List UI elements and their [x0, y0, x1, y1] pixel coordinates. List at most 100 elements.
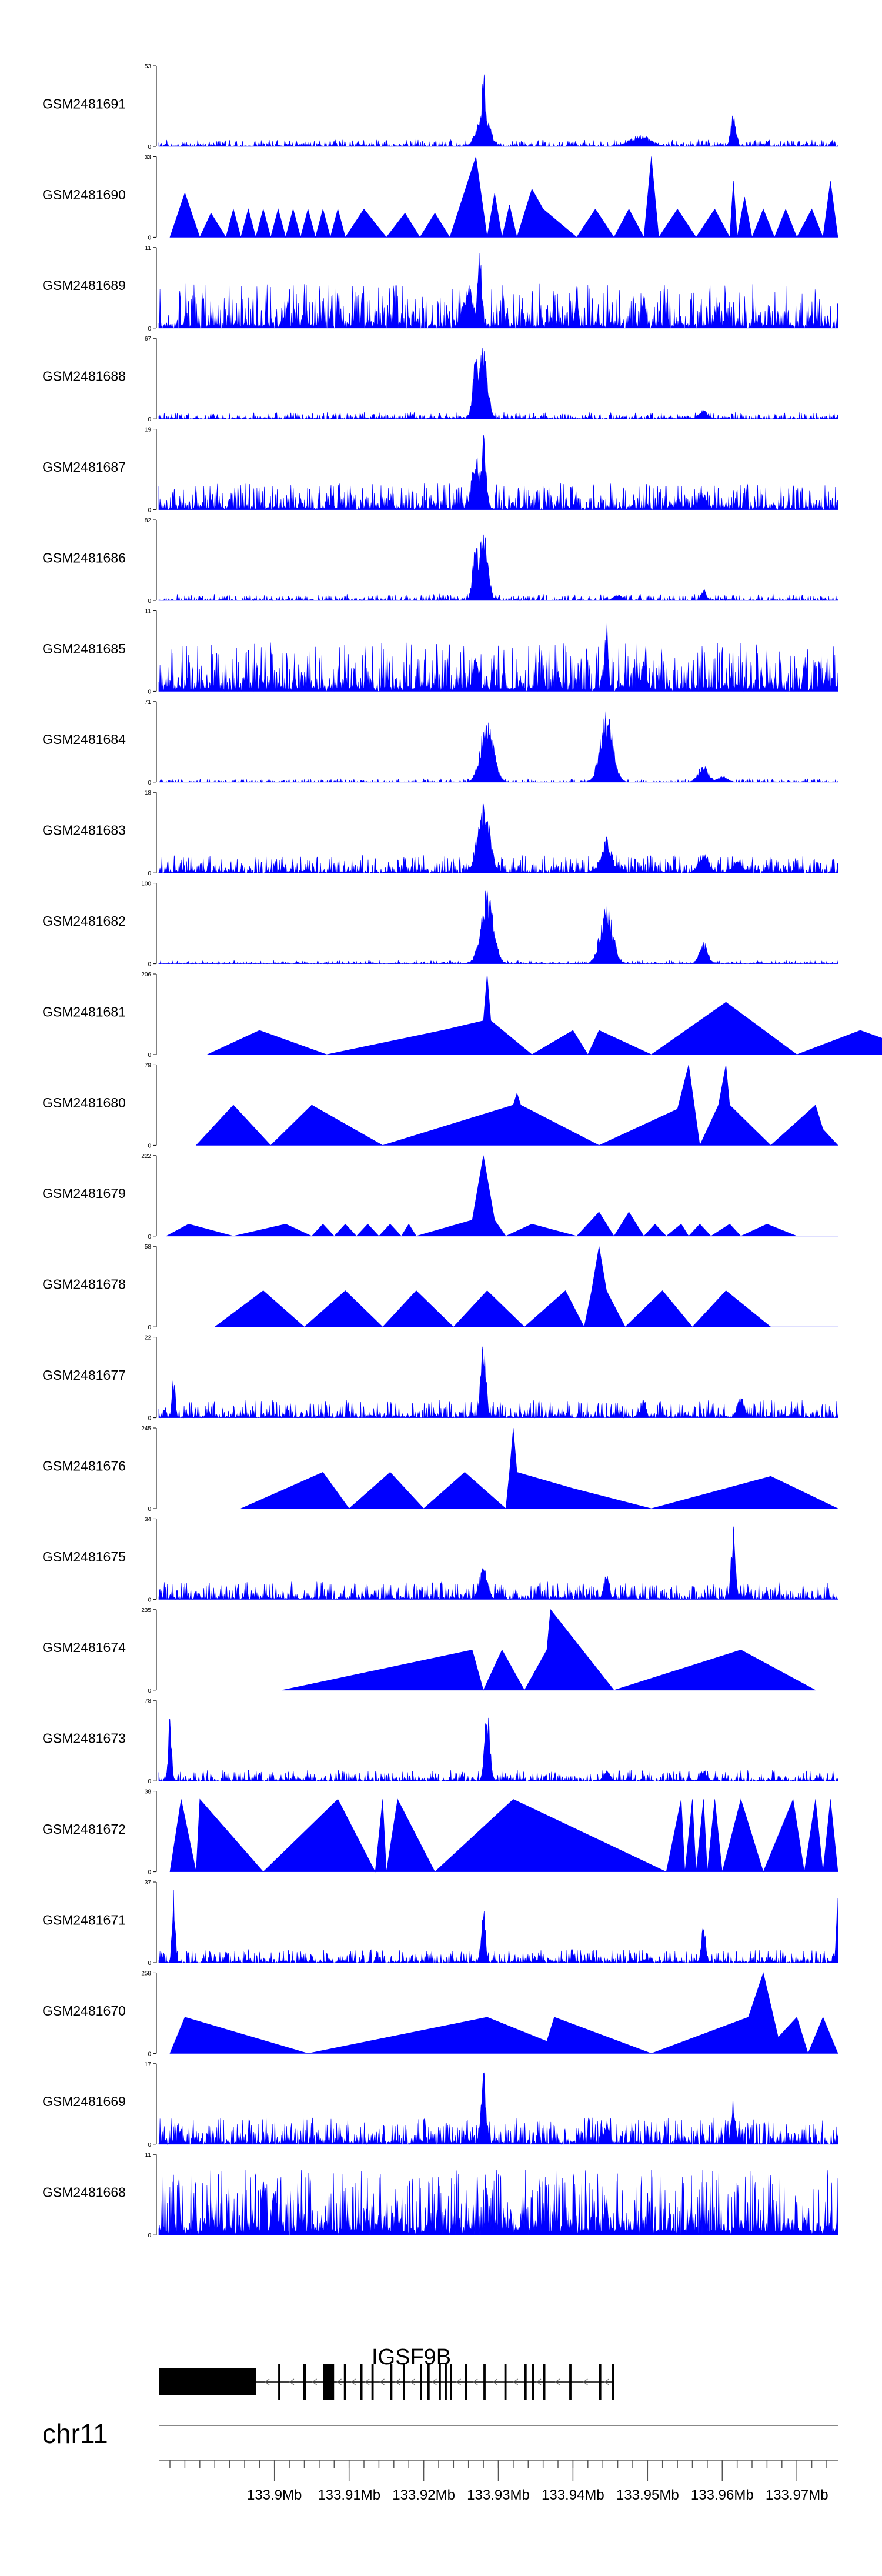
coverage-area — [158, 348, 838, 420]
y-min-label: 0 — [148, 2233, 151, 2239]
gene-exon — [360, 2364, 363, 2400]
y-max-label: 11 — [145, 245, 152, 252]
coverage-area — [158, 889, 838, 965]
coverage-area — [158, 1717, 838, 1782]
track-y-axis: 37 0 — [145, 1880, 157, 1967]
strand-arrow — [473, 2378, 478, 2385]
track-label: GSM2481668 — [42, 2185, 126, 2200]
track-label: GSM2481685 — [42, 641, 126, 656]
strand-arrow — [513, 2378, 519, 2385]
y-min-label: 0 — [148, 1778, 151, 1785]
track-y-axis: 19 0 — [145, 427, 157, 514]
y-min-label: 0 — [148, 1143, 151, 1149]
track-y-axis: 78 0 — [145, 1698, 157, 1785]
y-max-label: 67 — [145, 336, 152, 342]
track-label: GSM2481683 — [42, 823, 126, 838]
gene-exon — [543, 2364, 546, 2400]
y-max-label: 22 — [145, 1335, 152, 1342]
axis-tick-label: 133.91Mb — [318, 2487, 380, 2503]
track-GSM2481677: GSM2481677 22 0 — [42, 1335, 838, 1422]
track-label: GSM2481669 — [42, 2094, 126, 2109]
track-y-axis: 18 0 — [145, 790, 157, 877]
y-max-label: 11 — [145, 608, 152, 615]
track-label: GSM2481686 — [42, 550, 126, 565]
gene-exon — [450, 2364, 452, 2400]
y-min-label: 0 — [148, 1052, 151, 1059]
y-min-label: 0 — [148, 235, 151, 241]
track-y-axis: 79 0 — [145, 1062, 157, 1149]
track-y-axis: 245 0 — [141, 1426, 157, 1513]
strand-arrow — [492, 2378, 498, 2385]
axis-tick-label: 133.97Mb — [766, 2487, 828, 2503]
gene-exon — [278, 2364, 280, 2400]
track-y-axis: 17 0 — [145, 2061, 157, 2148]
coverage-area — [158, 623, 838, 692]
y-min-label: 0 — [148, 689, 151, 695]
y-min-label: 0 — [148, 144, 151, 151]
strand-arrow — [395, 2378, 400, 2385]
track-GSM2481691: GSM2481691 53 0 — [42, 64, 838, 151]
chromosome-label: chr11 — [42, 2418, 108, 2449]
track-y-axis: 67 0 — [145, 336, 157, 423]
gene-exon — [390, 2364, 393, 2400]
track-GSM2481673: GSM2481673 78 0 — [42, 1698, 838, 1785]
track-label: GSM2481687 — [42, 459, 126, 475]
y-max-label: 17 — [145, 2061, 152, 2068]
y-min-label: 0 — [148, 1597, 151, 1603]
gene-exon — [323, 2364, 335, 2400]
track-y-axis: 100 0 — [141, 881, 157, 968]
track-y-axis: 258 0 — [141, 1970, 157, 2057]
coverage-area — [214, 1246, 838, 1328]
track-y-axis: 22 0 — [145, 1335, 157, 1422]
coverage-area — [158, 1890, 838, 1964]
coverage-area — [158, 435, 838, 510]
track-y-axis: 58 0 — [145, 1244, 157, 1331]
gene-exon — [445, 2364, 447, 2400]
y-max-label: 33 — [145, 154, 152, 161]
y-min-label: 0 — [148, 1416, 151, 1422]
track-GSM2481670: GSM2481670 258 0 — [42, 1970, 838, 2057]
gene-exon — [343, 2364, 346, 2400]
y-min-label: 0 — [148, 780, 151, 786]
gene-exon — [612, 2364, 614, 2400]
axis-tick-label: 133.92Mb — [392, 2487, 455, 2503]
strand-arrow — [350, 2378, 356, 2385]
track-label: GSM2481675 — [42, 1549, 126, 1564]
track-GSM2481676: GSM2481676 245 0 — [42, 1426, 838, 1513]
strand-arrow — [554, 2378, 560, 2385]
strand-arrow — [536, 2378, 542, 2385]
y-min-label: 0 — [148, 1234, 151, 1240]
track-GSM2481688: GSM2481688 67 0 — [42, 336, 838, 423]
track-y-axis: 11 0 — [145, 245, 157, 332]
axis-tick-label: 133.93Mb — [467, 2487, 530, 2503]
track-GSM2481678: GSM2481678 58 0 — [42, 1244, 838, 1331]
y-min-label: 0 — [148, 1870, 151, 1876]
chromosome-track: chr11 — [42, 2418, 108, 2449]
y-max-label: 79 — [145, 1062, 152, 1069]
gene-exon — [599, 2364, 602, 2400]
track-GSM2481674: GSM2481674 235 0 — [42, 1607, 816, 1694]
coverage-area — [207, 973, 882, 1055]
track-label: GSM2481672 — [42, 1821, 126, 1837]
genome-axis: 133.9Mb 133.91Mb 133.92Mb 133.93Mb 133.94Mb 1… — [159, 2425, 838, 2503]
track-label: GSM2481690 — [42, 187, 126, 202]
y-min-label: 0 — [148, 2051, 151, 2057]
track-y-axis: 34 0 — [145, 1516, 157, 1603]
track-label: GSM2481681 — [42, 1004, 126, 1019]
track-y-axis: 82 0 — [145, 518, 157, 605]
track-GSM2481682: GSM2481682 100 0 — [42, 881, 838, 968]
gene-exon — [569, 2364, 572, 2400]
track-GSM2481685: GSM2481685 11 0 — [42, 608, 838, 695]
gene-label: IGSF9B — [372, 2345, 451, 2370]
track-label: GSM2481684 — [42, 732, 126, 747]
coverage-area — [158, 2072, 838, 2145]
gene-exon — [427, 2364, 430, 2400]
track-y-axis: 71 0 — [145, 699, 157, 786]
track-label: GSM2481671 — [42, 1912, 126, 1927]
track-label: GSM2481679 — [42, 1186, 126, 1201]
y-max-label: 71 — [145, 699, 152, 706]
coverage-area — [282, 1609, 816, 1691]
gene-exon — [524, 2364, 527, 2400]
track-GSM2481679: GSM2481679 222 0 — [42, 1153, 838, 1240]
